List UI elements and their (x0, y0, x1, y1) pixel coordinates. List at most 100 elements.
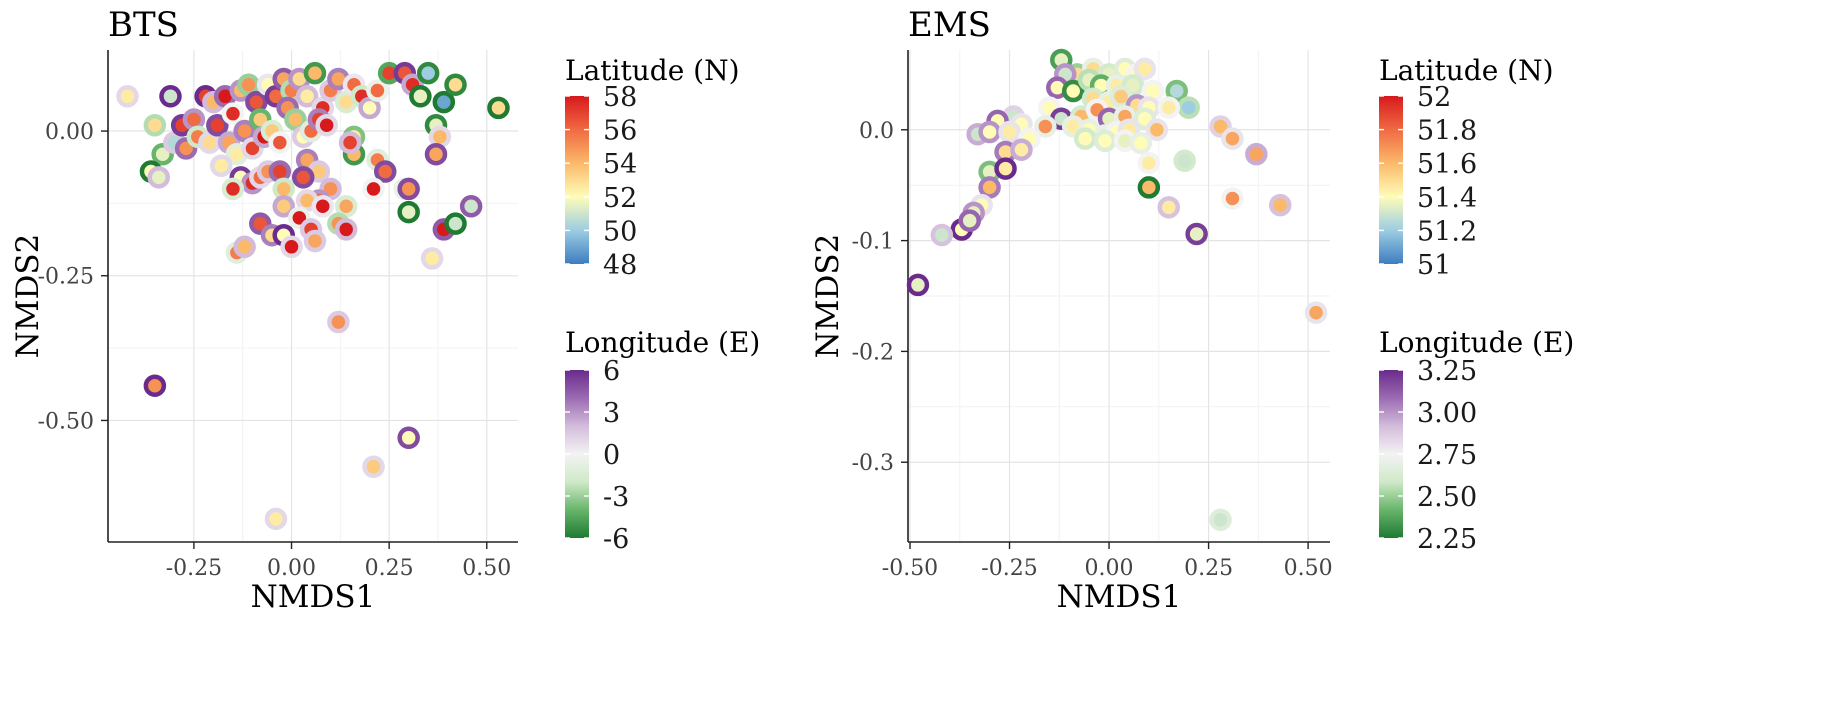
x-tick-label: 0.00 (267, 556, 316, 581)
x-tick-label: -0.25 (981, 556, 1037, 581)
legend-title-latitude-bts: Latitude (N) (565, 54, 740, 87)
data-point (221, 102, 245, 125)
points-ems (906, 48, 1328, 532)
colorbar-tick-label: 51.2 (1417, 216, 1477, 247)
data-point (397, 426, 420, 450)
data-point (291, 166, 315, 189)
colorbar-tick-label: 54 (603, 149, 637, 180)
data-point (1010, 138, 1033, 161)
data-point (930, 223, 954, 247)
data-point (362, 455, 385, 479)
data-point (994, 157, 1017, 180)
data-point (432, 90, 456, 114)
x-tick-label: -0.50 (882, 556, 938, 581)
data-point (1061, 79, 1085, 103)
data-point (143, 113, 167, 137)
colorbar-tick-label: 58 (603, 82, 637, 113)
data-point (958, 209, 981, 232)
data-point (1245, 142, 1268, 166)
x-axis-label-ems: NMDS1 (1057, 579, 1182, 615)
x-tick-label: 0.00 (1085, 556, 1134, 581)
x-tick-label: 0.50 (462, 556, 511, 581)
x-tick-label: -0.25 (166, 556, 222, 581)
data-point (233, 235, 256, 259)
panel-ems: EMS -0.50 -0.25 0.00 0.25 0.500.0-0.1-0.2-0.… (810, 5, 1574, 615)
colorbar-tick-label: -3 (603, 482, 629, 513)
y-tick-label: -0.1 (852, 230, 894, 255)
colorbar-tick-label: 56 (603, 116, 637, 147)
colorbar-tick-label: 52 (1417, 82, 1451, 113)
data-point (906, 273, 930, 297)
data-point (1145, 118, 1169, 142)
data-point (1073, 127, 1097, 150)
colorbar-tick-label: 2.25 (1417, 524, 1477, 555)
y-tick-label: -0.50 (38, 409, 94, 434)
legend-longitude-ems: Longitude (E) 3.25 3.00 2.75 2.50 2.25 (1379, 326, 1574, 555)
data-point (1034, 115, 1057, 138)
data-point (233, 119, 256, 143)
data-point (444, 212, 467, 235)
data-point (1185, 222, 1208, 246)
data-point (428, 125, 452, 149)
colorbar-tick-label: 3 (603, 398, 620, 429)
legend-title-longitude-bts: Longitude (E) (565, 326, 760, 359)
data-point (334, 195, 358, 218)
points-bts (116, 61, 510, 531)
data-point (1304, 301, 1328, 324)
y-tick-label: -0.2 (852, 340, 894, 365)
colorbar-latitude (1379, 96, 1403, 264)
data-point (268, 160, 292, 183)
colorbar-tick-label: 48 (603, 250, 637, 281)
data-point (362, 177, 385, 201)
ticks-ems: -0.50 -0.25 0.00 0.25 0.50 0.0 -0.1 -0.2 -0.3 (852, 119, 1333, 581)
data-point (358, 96, 381, 120)
data-point (334, 218, 358, 241)
data-point (978, 176, 1001, 199)
colorbar-tick-label: 51.4 (1417, 183, 1477, 214)
colorbar-tick-label: 0 (603, 440, 620, 471)
data-point (272, 195, 295, 218)
colorbar-tick-label: 3.25 (1417, 356, 1477, 387)
data-point (295, 85, 319, 108)
data-point (1157, 96, 1181, 119)
data-point (366, 79, 389, 102)
data-point (1221, 187, 1244, 210)
data-point (978, 120, 1001, 144)
data-point (280, 235, 303, 259)
data-point (1177, 96, 1200, 119)
data-point (284, 108, 307, 131)
y-tick-label: -0.3 (852, 451, 894, 476)
data-point (1137, 176, 1161, 199)
data-point (1157, 196, 1181, 219)
data-point (1137, 151, 1161, 175)
data-point (338, 131, 362, 154)
data-point (221, 177, 245, 201)
data-point (1221, 127, 1244, 150)
y-tick-label: 0.0 (859, 119, 894, 144)
x-axis-label-bts: NMDS1 (251, 579, 376, 615)
data-point (143, 374, 167, 397)
legend-title-latitude-ems: Latitude (N) (1379, 54, 1554, 87)
data-point (444, 73, 467, 96)
data-point (397, 177, 420, 201)
x-tick-label: 0.25 (1184, 556, 1233, 581)
y-axis-label-bts: NMDS2 (10, 234, 46, 359)
x-tick-label: 0.50 (1284, 556, 1333, 581)
data-point (1173, 149, 1196, 173)
data-point (268, 131, 292, 154)
colorbar-tick-label: 2.50 (1417, 482, 1477, 513)
legend-title-longitude-ems: Longitude (E) (1379, 326, 1574, 359)
y-tick-label: -0.25 (38, 265, 94, 290)
panel-title-bts: BTS (108, 5, 179, 45)
ticks-bts: -0.25 0.00 0.25 0.50 0.00 -0.25 -0.50 (38, 120, 512, 581)
data-point (397, 200, 420, 224)
data-point (116, 85, 139, 108)
data-point (303, 61, 327, 85)
data-point (1133, 57, 1157, 81)
x-tick-label: 0.25 (365, 556, 414, 581)
data-point (998, 120, 1021, 144)
panel-title-ems: EMS (908, 5, 991, 45)
